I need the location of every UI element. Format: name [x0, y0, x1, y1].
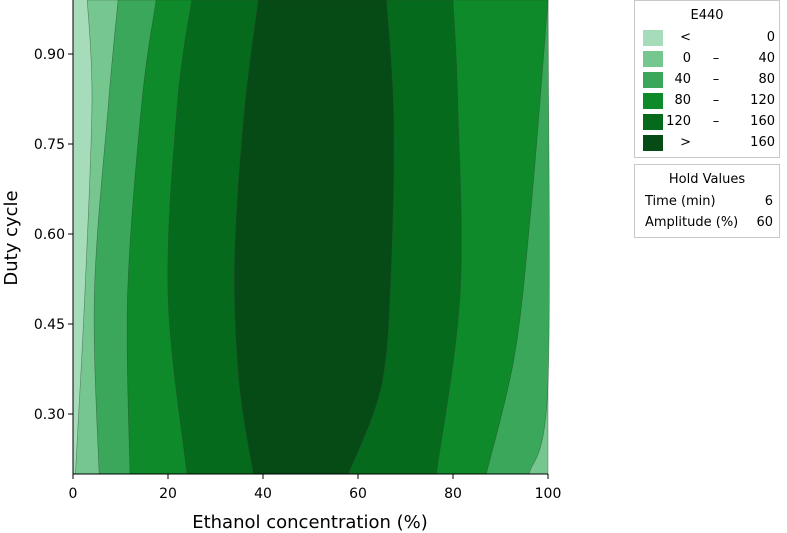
y-axis-label: Duty cycle	[1, 190, 22, 285]
x-tick-label-20: 20	[159, 486, 177, 502]
legend: E440 <0 0–40 40–80 80–120 120–160 >160	[634, 0, 780, 158]
legend-range-start: 80	[674, 93, 691, 108]
legend-swatch	[643, 72, 663, 88]
legend-swatch	[643, 93, 663, 109]
legend-range-separator: –	[712, 72, 720, 87]
x-tick-label-40: 40	[254, 486, 272, 502]
legend-range-start: <	[680, 30, 691, 45]
hold-value-name: Amplitude (%)	[645, 215, 739, 230]
x-tick-label-0: 0	[69, 486, 78, 502]
x-tick-label-60: 60	[349, 486, 367, 502]
legend-entry: 120 – 160	[643, 114, 775, 131]
legend-range-end: 160	[750, 135, 775, 150]
legend-range-start: 120	[666, 114, 691, 129]
legend-range-end: 40	[758, 51, 775, 66]
axes: 0 20 40 60 80 100 0.30 0.45 0.60 0.75 0.90	[34, 0, 562, 502]
legend-title: E440	[690, 8, 724, 23]
legend-range-end: 80	[758, 72, 775, 87]
legend-entry: 0 – 40	[643, 51, 775, 68]
legend-range-end: 0	[766, 30, 775, 45]
y-tick-label-0.90: 0.90	[34, 47, 65, 63]
legend-range-separator: –	[712, 114, 720, 129]
legend-range-separator: –	[712, 93, 720, 108]
y-tick-label-0.75: 0.75	[34, 137, 65, 153]
legend-range-end: 160	[750, 114, 775, 129]
legend-swatch	[643, 114, 663, 130]
hold-values-box: Hold Values Time (min) 6 Amplitude (%) 60	[634, 164, 780, 238]
hold-value-name: Time (min)	[645, 194, 716, 209]
y-tick-label-0.45: 0.45	[34, 317, 65, 333]
legend-entry: >160	[643, 135, 775, 152]
legend-entry: <0	[643, 30, 775, 47]
legend-range-start: >	[680, 135, 691, 150]
plot-area	[73, 0, 550, 475]
x-axis-label: Ethanol concentration (%)	[192, 512, 428, 533]
legend-range-start: 40	[674, 72, 691, 87]
y-tick-label-0.30: 0.30	[34, 407, 65, 423]
legend-entry: 40 – 80	[643, 72, 775, 89]
x-tick-label-100: 100	[535, 486, 562, 502]
hold-value-number: 6	[764, 194, 773, 209]
y-tick-label-0.60: 0.60	[34, 227, 65, 243]
contour-band-level-160	[234, 0, 395, 475]
hold-value-number: 60	[756, 215, 773, 230]
legend-entry: 80 – 120	[643, 93, 775, 110]
legend-swatch	[643, 135, 663, 151]
legend-swatch	[643, 51, 663, 67]
legend-swatch	[643, 30, 663, 46]
hold-values-title: Hold Values	[668, 172, 746, 187]
legend-range-end: 120	[750, 93, 775, 108]
legend-range-separator: –	[712, 51, 720, 66]
legend-range-start: 0	[682, 51, 691, 66]
x-tick-label-80: 80	[444, 486, 462, 502]
